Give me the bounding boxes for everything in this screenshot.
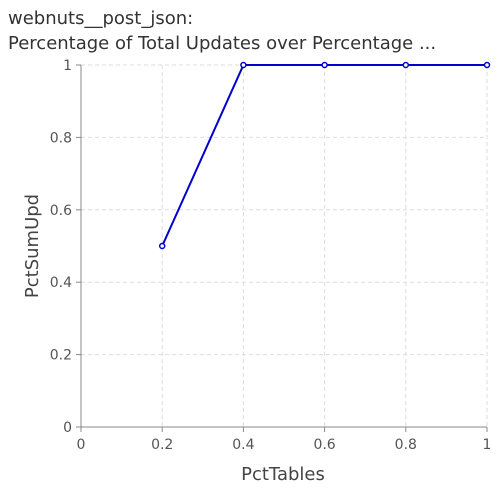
data-point[interactable] (158, 242, 166, 250)
series-line (161, 64, 487, 247)
y-tick-label: 0.2 (50, 348, 72, 364)
y-tick-label: 0.6 (50, 203, 72, 219)
chart-title-line-1: webnuts__post_json: (8, 8, 194, 29)
series-layer (158, 61, 491, 250)
grid-lines (81, 64, 488, 427)
data-point[interactable] (240, 61, 247, 69)
axes (76, 64, 488, 432)
x-tick-label: 1 (483, 437, 492, 453)
x-tick-label: 0.6 (313, 437, 335, 453)
data-point[interactable] (483, 61, 491, 69)
x-axis-label: PctTables (241, 464, 325, 485)
x-tick-label: 0.8 (395, 437, 417, 453)
tick-labels: 0 0.2 0.4 0.6 0.8 1 0 0.2 0.4 0.6 0.8 1 (50, 58, 492, 453)
y-tick-label: 1 (63, 58, 72, 74)
data-point[interactable] (402, 61, 410, 69)
chart-title-line-2: Percentage of Total Updates over Percent… (8, 33, 437, 54)
y-tick-label: 0.4 (50, 275, 72, 291)
x-tick-label: 0.4 (232, 437, 254, 453)
y-tick-label: 0 (63, 420, 72, 436)
x-tick-label: 0 (77, 437, 86, 453)
y-axis-label: PctSumUpd (22, 194, 43, 298)
x-tick-label: 0.2 (151, 437, 173, 453)
data-point[interactable] (321, 61, 328, 69)
y-tick-label: 0.8 (50, 130, 72, 146)
